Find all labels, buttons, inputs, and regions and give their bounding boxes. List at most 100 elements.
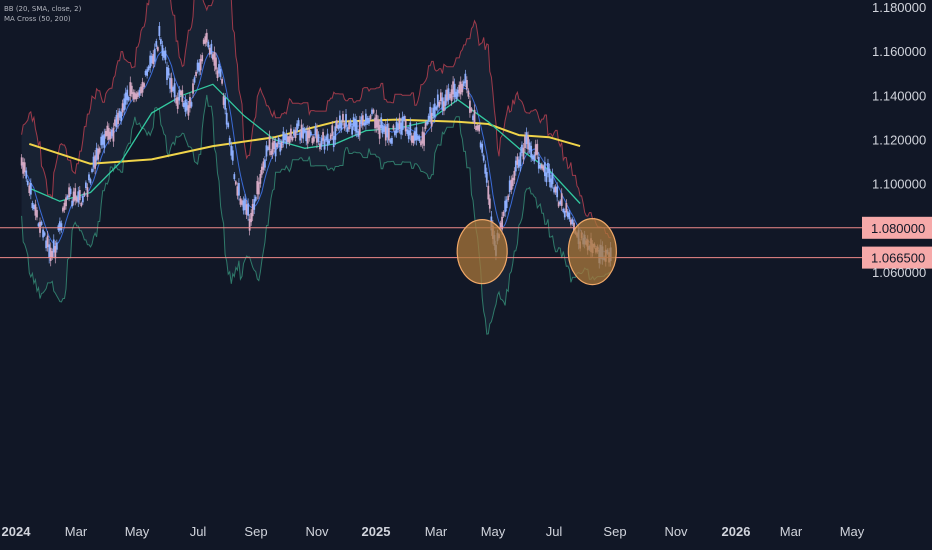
candle-body: [48, 244, 51, 258]
candle-body: [455, 91, 458, 100]
candle-body: [118, 110, 121, 118]
candle-body: [363, 122, 366, 126]
candle-body: [176, 97, 179, 109]
candle-body: [507, 195, 510, 201]
candle-body: [453, 83, 456, 98]
highlight-zone-2[interactable]: [567, 218, 617, 286]
candle-body: [126, 89, 129, 101]
ma-cross-label[interactable]: MA Cross (50, 200): [4, 15, 71, 23]
candle-body: [199, 58, 202, 71]
candle-body: [193, 77, 196, 83]
x-tick-label: Mar: [65, 524, 88, 539]
candle-body: [256, 181, 259, 195]
candle-body: [398, 117, 401, 129]
candle-body: [121, 103, 124, 113]
candle-body: [167, 68, 170, 76]
candle-body: [288, 136, 291, 144]
x-tick-label: May: [481, 524, 506, 539]
candle-body: [34, 204, 37, 216]
candle-body: [25, 170, 28, 179]
candle-body: [387, 128, 390, 141]
candle-body: [472, 115, 474, 121]
candle-body: [346, 127, 349, 132]
candle-body: [534, 144, 537, 156]
bollinger-lower-band: [21, 94, 611, 335]
candle-body: [481, 143, 484, 153]
candle-body: [522, 147, 525, 160]
candle-body: [525, 132, 528, 145]
candle-body: [553, 187, 555, 193]
candle-body: [225, 112, 228, 125]
candle-body: [432, 107, 435, 116]
candle-body: [360, 116, 363, 125]
candle-body: [104, 130, 107, 137]
candle-body: [519, 152, 522, 167]
candle-body: [85, 182, 87, 189]
candle-body: [137, 92, 139, 97]
x-tick-label: Mar: [425, 524, 448, 539]
candle-body: [568, 212, 571, 220]
candle-body: [447, 88, 450, 100]
candle-body: [352, 117, 355, 127]
candle-body: [120, 112, 122, 122]
y-tick-label: 1.120000: [872, 132, 926, 147]
candle-body: [510, 179, 513, 191]
candle-body: [74, 188, 77, 201]
candle-body: [286, 136, 289, 142]
candle-body: [22, 162, 25, 174]
candle-body: [236, 186, 239, 196]
y-tick-label: 1.140000: [872, 88, 926, 103]
candle-body: [49, 247, 52, 261]
candle-body: [26, 180, 29, 185]
candle-body: [340, 122, 343, 130]
candle-body: [94, 155, 96, 169]
candle-body: [435, 106, 438, 110]
candle-body: [424, 122, 427, 129]
candle-body: [562, 208, 565, 213]
candle-body: [394, 130, 396, 136]
candle-body: [297, 120, 300, 127]
candle-body: [241, 200, 243, 205]
candle-body: [213, 52, 216, 66]
candle-body: [406, 129, 409, 134]
candle-body: [420, 141, 422, 146]
candle-body: [78, 190, 81, 201]
candle-body: [452, 81, 455, 95]
candle-body: [178, 90, 181, 101]
candle-body: [309, 131, 312, 136]
candle-body: [219, 69, 222, 77]
candle-body: [357, 131, 360, 137]
candle-body: [294, 130, 297, 139]
candle-body: [242, 200, 245, 211]
candle-body: [133, 92, 136, 100]
candle-body: [71, 200, 74, 207]
candle-body: [247, 203, 249, 216]
candle-body: [469, 100, 471, 113]
bollinger-upper-band: [21, 0, 611, 239]
candle-body: [354, 118, 357, 132]
candle-body: [233, 174, 236, 180]
candle-body: [170, 78, 173, 92]
candle-body: [259, 173, 262, 184]
candle-body: [536, 143, 539, 155]
candle-body: [320, 138, 323, 147]
candle-body: [51, 251, 54, 258]
axis-area: 1.180000 1.160000 1.140000 1.120000 1.100000…: [2, 0, 932, 539]
candle-body: [433, 103, 436, 118]
candle-body: [551, 173, 554, 185]
candle-body: [438, 101, 441, 107]
candle-body: [143, 83, 145, 87]
candle-body: [244, 198, 246, 210]
candle-body: [332, 135, 335, 148]
candle-body: [144, 70, 147, 76]
candle-body: [282, 131, 285, 143]
candle-body: [374, 117, 376, 129]
candle-body: [319, 143, 321, 150]
candle-body: [222, 96, 225, 105]
candle-body: [72, 191, 75, 202]
highlight-zone-1[interactable]: [456, 219, 508, 285]
candle-body: [234, 181, 237, 185]
bollinger-bands-label[interactable]: BB (20, SMA, close, 2): [4, 5, 82, 13]
candle-body: [129, 82, 132, 97]
